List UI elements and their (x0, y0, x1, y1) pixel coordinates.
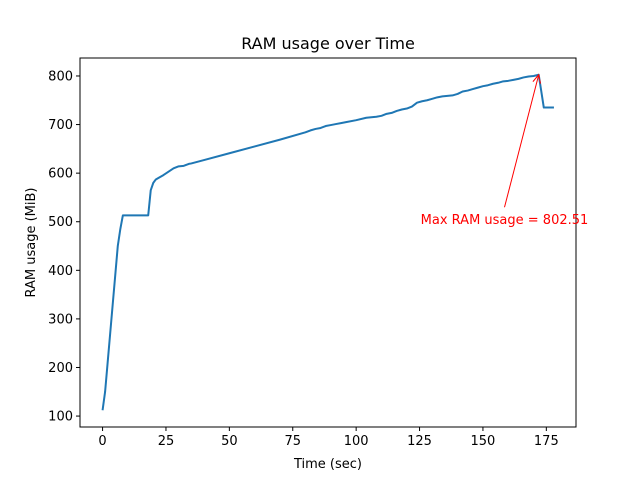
y-axis: 100 200 300 400 500 600 700 800 (48, 69, 80, 425)
x-tick-label: 125 (407, 434, 432, 449)
annotation-arrow-head (532, 73, 541, 84)
y-tick-label: 800 (48, 69, 73, 84)
chart-title: RAM usage over Time (241, 34, 415, 53)
plot-area (101, 73, 554, 411)
y-tick-label: 100 (48, 410, 73, 425)
axes-frame (79, 57, 577, 428)
x-tick-label: 150 (471, 434, 496, 449)
annotation-arrow-line (504, 74, 540, 208)
x-tick-label: 25 (158, 434, 175, 449)
y-tick-label: 700 (48, 118, 73, 133)
y-tick-label: 200 (48, 361, 73, 376)
y-tick-label: 300 (48, 312, 73, 327)
x-axis: 0 25 50 75 100 125 150 175 (98, 427, 559, 449)
x-tick-label: 175 (534, 434, 559, 449)
y-axis-label: RAM usage (MiB) (24, 188, 39, 298)
y-tick-label: 400 (48, 264, 73, 279)
x-tick-label: 75 (284, 434, 301, 449)
y-tick-label: 500 (48, 215, 73, 230)
annotation-text: Max RAM usage = 802.51 (421, 213, 589, 228)
max-annotation: Max RAM usage = 802.51 (421, 73, 589, 228)
ram-usage-line (101, 73, 554, 411)
x-axis-label: Time (sec) (293, 457, 362, 472)
y-tick-label: 600 (48, 167, 73, 182)
x-tick-label: 100 (344, 434, 369, 449)
x-tick-label: 50 (221, 434, 238, 449)
x-tick-label: 0 (98, 434, 106, 449)
